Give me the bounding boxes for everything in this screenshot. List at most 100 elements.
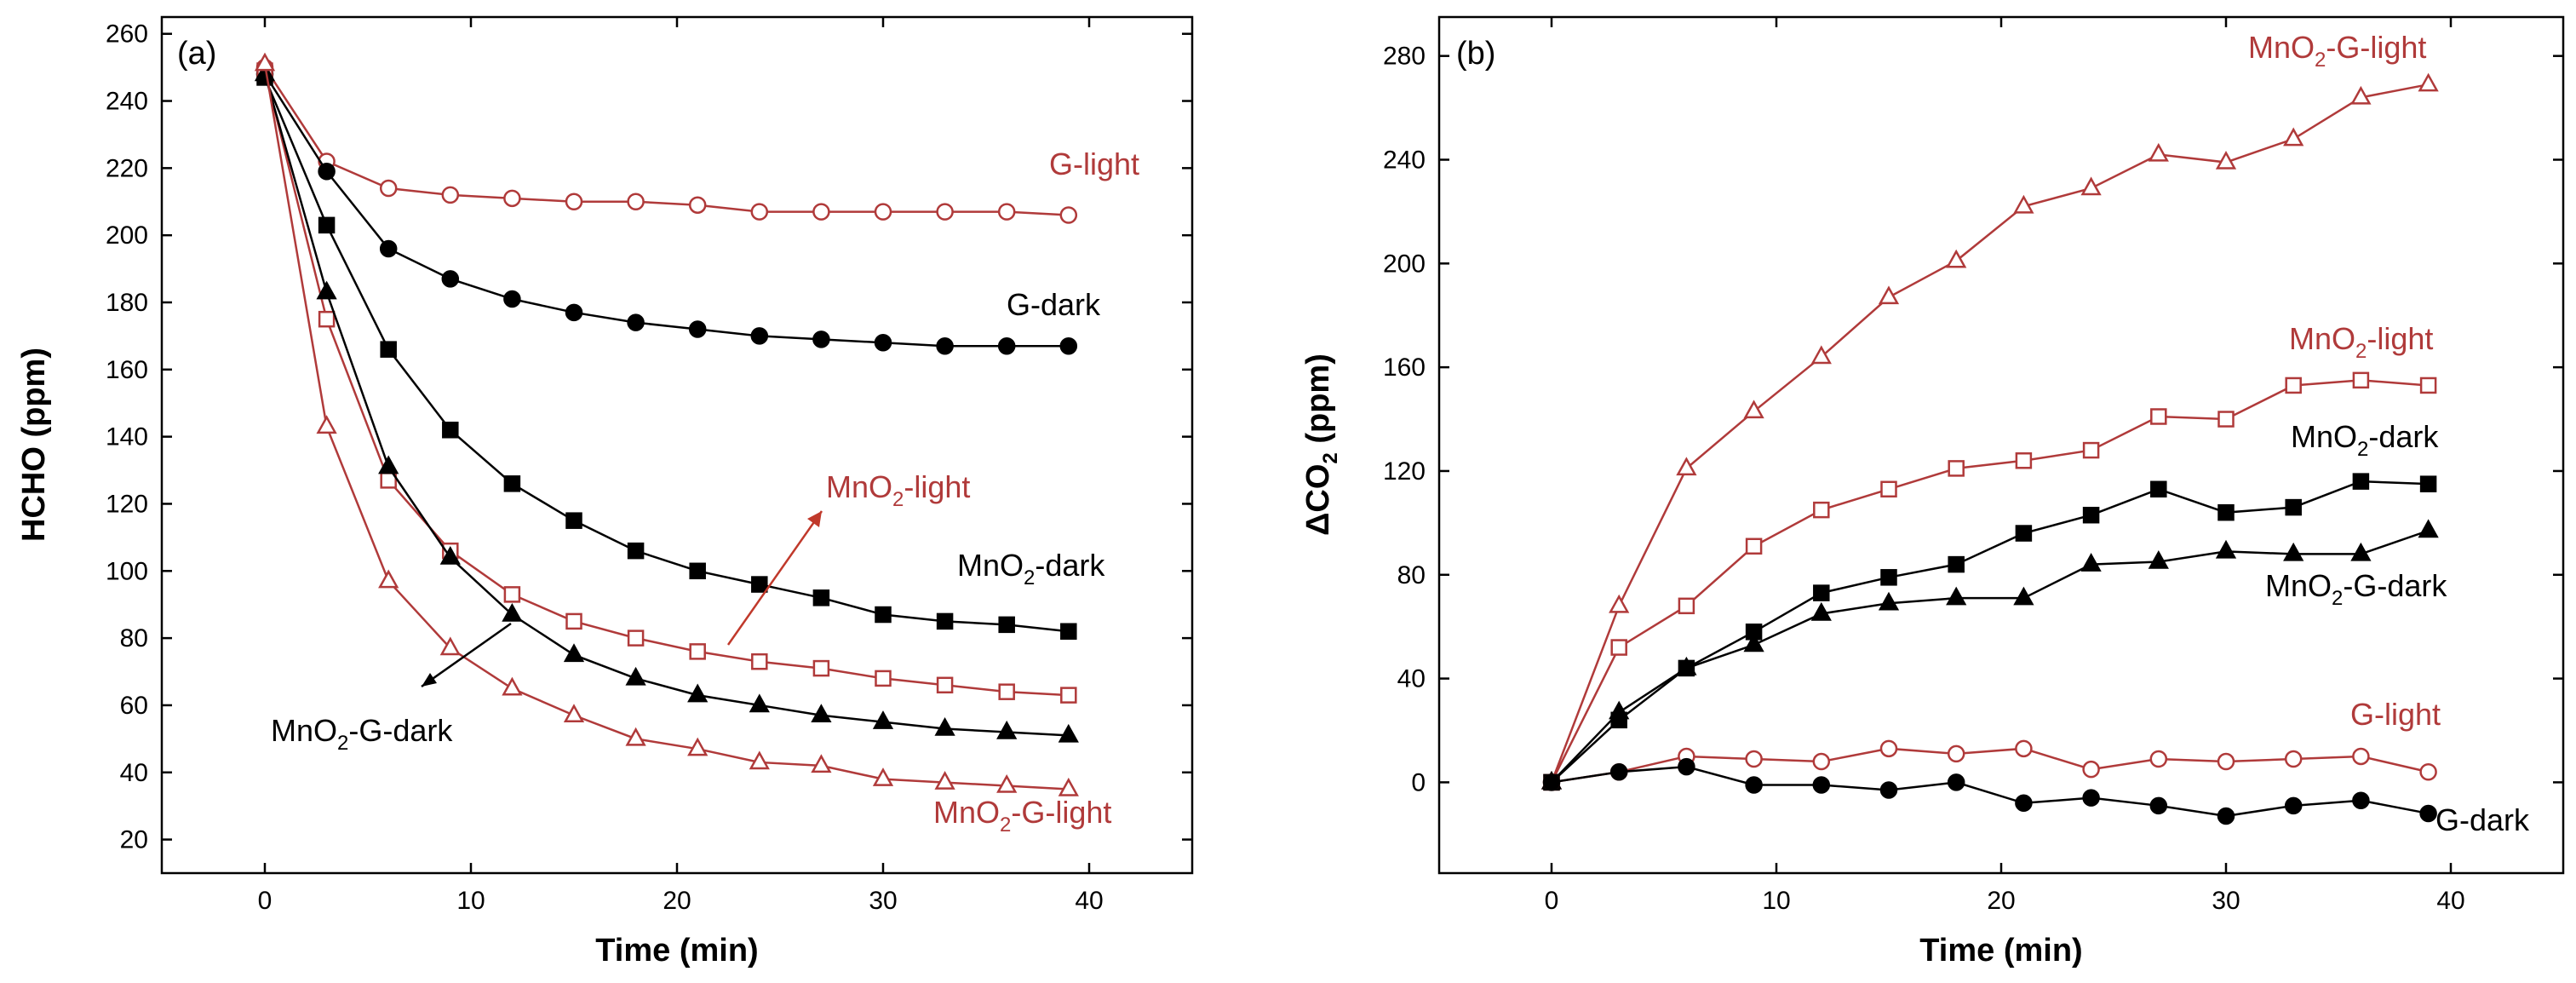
b-point-mno2-g-light [2283, 127, 2304, 147]
a-arrow-mno2-g-dark [421, 622, 512, 688]
b-point-mno2-light [1678, 597, 1695, 615]
panel-a-label: (a) [177, 36, 216, 72]
b-series-line-mno2-g-dark [1551, 529, 2430, 784]
a-point-mno2-dark [875, 606, 892, 624]
a-label-mno2-light: MnO2-light [826, 469, 970, 511]
a-point-mno2-g-dark [563, 643, 585, 663]
b-point-mno2-dark [2285, 498, 2302, 516]
a-point-mno2-g-light [254, 52, 276, 72]
a-point-mno2-g-dark [625, 666, 646, 686]
b-point-mno2-dark [2217, 503, 2235, 521]
b-point-g-dark [1947, 773, 1965, 791]
a-xtick-label: 0 [258, 887, 273, 915]
a-point-mno2-dark [380, 341, 397, 358]
a-point-mno2-g-dark [1058, 723, 1079, 743]
a-point-mno2-g-dark [254, 62, 276, 82]
a-point-mno2-g-dark [996, 720, 1018, 739]
b-point-mno2-g-dark [1878, 591, 1900, 611]
b-point-g-dark [1812, 776, 1831, 794]
b-point-mno2-dark [2150, 480, 2167, 498]
a-point-mno2-g-light [996, 773, 1018, 793]
a-point-g-light [441, 186, 460, 204]
a-point-mno2-g-dark [502, 602, 523, 622]
a-point-mno2-light [1060, 687, 1077, 704]
a-point-mno2-light [998, 683, 1015, 700]
a-point-mno2-light [875, 670, 892, 687]
panel-a-ticks: 0 10 20 30 40 20 40 60 80 100 120 140 160 180 200 220 24… [106, 17, 1192, 915]
b-point-g-light [1745, 750, 1763, 768]
b-point-mno2-g-dark [2080, 553, 2102, 572]
a-point-g-light [503, 189, 521, 208]
b-point-mno2-g-light [2148, 142, 2169, 162]
a-arrow-mno2-light [726, 510, 823, 646]
b-series-line-g-dark [1551, 765, 2429, 818]
a-point-mno2-g-light [811, 754, 832, 773]
b-point-mno2-dark [2015, 525, 2033, 542]
b-point-g-dark [2149, 796, 2168, 815]
b-point-mno2-g-dark [2215, 539, 2237, 559]
b-point-g-light [2352, 747, 2370, 766]
b-point-mno2-g-light [1609, 594, 1630, 613]
b-ytick-label: 120 [1383, 457, 1426, 486]
b-label-mno2-dark: MnO2-dark [2291, 419, 2439, 461]
b-series-line-mno2-dark [1551, 480, 2429, 784]
b-point-mno2-dark [2419, 475, 2437, 492]
b-point-mno2-g-dark [2148, 549, 2169, 569]
a-point-g-light [812, 203, 830, 221]
a-ytick-label: 60 [120, 692, 148, 720]
b-label-g-dark: G-dark [2435, 802, 2530, 837]
a-point-mno2-g-light [378, 569, 399, 589]
b-ytick-label: 40 [1397, 665, 1426, 693]
b-point-mno2-g-light [2013, 194, 2034, 214]
a-point-mno2-g-dark [439, 545, 461, 565]
a-series-line-mno2-g-light [263, 63, 1069, 790]
a-point-mno2-g-dark [378, 455, 399, 474]
a-label-mno2-dark: MnO2-dark [957, 548, 1105, 589]
a-point-mno2-g-light [502, 676, 523, 696]
panel-a-ylabel: HCHO (ppm) [16, 348, 52, 542]
b-label-mno2-g-dark: MnO2-G-dark [2265, 568, 2447, 610]
a-label-g-dark: G-dark [1007, 287, 1101, 322]
a-point-mno2-light [812, 659, 830, 677]
a-point-g-dark [688, 320, 707, 338]
a-point-g-dark [627, 313, 645, 331]
a-point-mno2-g-light [563, 704, 585, 723]
b-point-g-light [2149, 750, 2168, 768]
a-point-mno2-dark [503, 475, 521, 492]
b-ytick-label: 240 [1383, 147, 1426, 175]
panel-b-xlabel: Time (min) [1919, 933, 2082, 969]
a-point-mno2-light [936, 676, 954, 694]
a-point-g-light [688, 196, 707, 214]
panel-b-ticks: 0 10 20 30 40 0 40 80 120 160 200 240 280 [1383, 17, 2563, 915]
b-point-mno2-g-light [2080, 176, 2102, 196]
a-point-g-light [1059, 206, 1078, 224]
b-point-g-dark [2082, 789, 2100, 807]
a-ytick-label: 160 [106, 356, 148, 384]
b-point-mno2-dark [2352, 473, 2370, 490]
b-point-mno2-g-dark [2283, 542, 2304, 561]
a-point-g-dark [318, 163, 336, 181]
a-point-mno2-dark [318, 216, 336, 234]
a-point-mno2-g-light [1058, 777, 1079, 796]
a-xtick-label: 20 [663, 887, 691, 915]
a-point-mno2-g-light [749, 750, 770, 770]
b-point-g-dark [1678, 757, 1695, 776]
a-point-g-dark [936, 336, 954, 355]
b-point-g-light [2082, 760, 2100, 779]
b-point-mno2-g-dark [1810, 601, 1832, 621]
a-point-mno2-g-light [439, 636, 461, 656]
b-point-mno2-light [1948, 460, 1965, 477]
a-series-line-mno2-light [263, 70, 1069, 697]
b-point-mno2-light [1880, 480, 1897, 498]
a-point-mno2-light [627, 629, 645, 647]
a-point-mno2-g-dark [687, 683, 709, 703]
a-point-mno2-light [751, 652, 768, 670]
b-label-g-light: G-light [2350, 697, 2441, 732]
a-point-g-dark [812, 331, 830, 348]
b-point-mno2-light [2217, 411, 2235, 428]
a-series-line-mno2-dark [263, 77, 1069, 633]
a-label-g-light: G-light [1049, 147, 1139, 181]
a-point-g-dark [997, 336, 1016, 355]
b-point-mno2-light [2285, 377, 2302, 394]
b-point-g-light [1947, 744, 1965, 763]
